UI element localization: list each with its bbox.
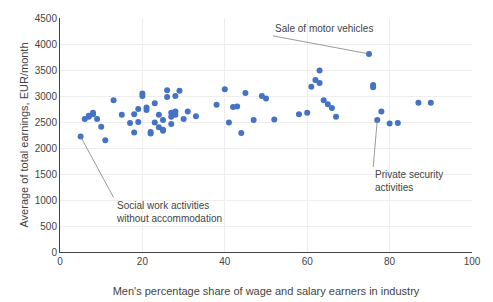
svg-text:3500: 3500 [35, 65, 58, 76]
svg-text:2000: 2000 [35, 143, 58, 154]
svg-text:0: 0 [51, 247, 57, 258]
svg-text:4000: 4000 [35, 39, 58, 50]
svg-text:20: 20 [137, 256, 149, 267]
svg-text:1500: 1500 [35, 169, 58, 180]
svg-text:Average of total earnings, EUR: Average of total earnings, EUR/month [18, 42, 30, 227]
svg-text:Private securityactivities: Private securityactivities [375, 169, 443, 193]
svg-text:1000: 1000 [35, 195, 58, 206]
svg-text:0: 0 [57, 256, 63, 267]
svg-text:40: 40 [219, 256, 231, 267]
svg-text:4500: 4500 [35, 13, 58, 24]
svg-text:Social work activitieswithout: Social work activitieswithout accommodat… [116, 200, 222, 224]
svg-text:Men's percentage share of wage: Men's percentage share of wage and salar… [113, 285, 420, 297]
svg-text:100: 100 [464, 256, 481, 267]
svg-text:3000: 3000 [35, 91, 58, 102]
svg-text:60: 60 [302, 256, 314, 267]
svg-text:80: 80 [384, 256, 396, 267]
svg-text:2500: 2500 [35, 117, 58, 128]
svg-text:500: 500 [40, 221, 57, 232]
svg-text:Sale of motor vehicles: Sale of motor vehicles [275, 23, 373, 34]
